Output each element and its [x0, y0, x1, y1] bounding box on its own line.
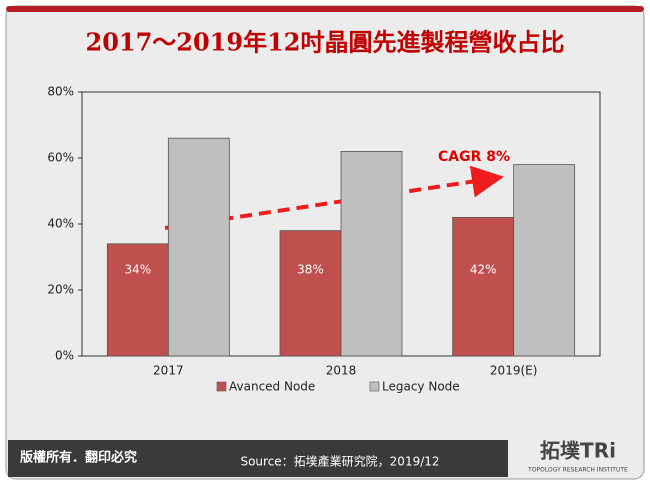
bar — [279, 230, 342, 357]
bar — [106, 243, 169, 357]
legend-label: Avanced Node — [229, 380, 315, 394]
legend-label: Legacy Node — [382, 380, 460, 394]
annotation: CAGR 8% — [438, 149, 510, 165]
bar — [167, 137, 230, 357]
x-tick-label: 2017 — [153, 364, 184, 378]
logo: 拓墣TRi — [540, 439, 616, 463]
top-band — [6, 6, 644, 12]
x-tick-label: 2019(E) — [490, 364, 537, 378]
value-label: 38% — [297, 263, 324, 277]
footer-source: Source：拓墣產業研究院，2019/12 — [240, 454, 439, 469]
x-tick-label: 2018 — [326, 364, 357, 378]
bar — [340, 150, 403, 357]
value-label: 34% — [124, 263, 151, 277]
bar — [513, 164, 576, 357]
y-tick-label: 20% — [47, 283, 74, 297]
legend-swatch — [216, 381, 227, 392]
bar — [452, 216, 515, 357]
value-label: 42% — [470, 263, 497, 277]
logo-sub: TOPOLOGY RESEARCH INSTITUTE — [527, 467, 628, 474]
y-tick-label: 60% — [47, 151, 74, 165]
footer-rights: 版權所有．翻印必究 — [20, 450, 137, 466]
footer-bar — [8, 440, 508, 477]
y-tick-label: 40% — [47, 217, 74, 231]
legend-swatch — [369, 381, 380, 392]
y-tick-label: 0% — [55, 349, 74, 363]
y-tick-label: 80% — [47, 85, 74, 99]
chart-title: 2017～2019年12吋晶圓先進製程營收占比 — [86, 28, 565, 57]
